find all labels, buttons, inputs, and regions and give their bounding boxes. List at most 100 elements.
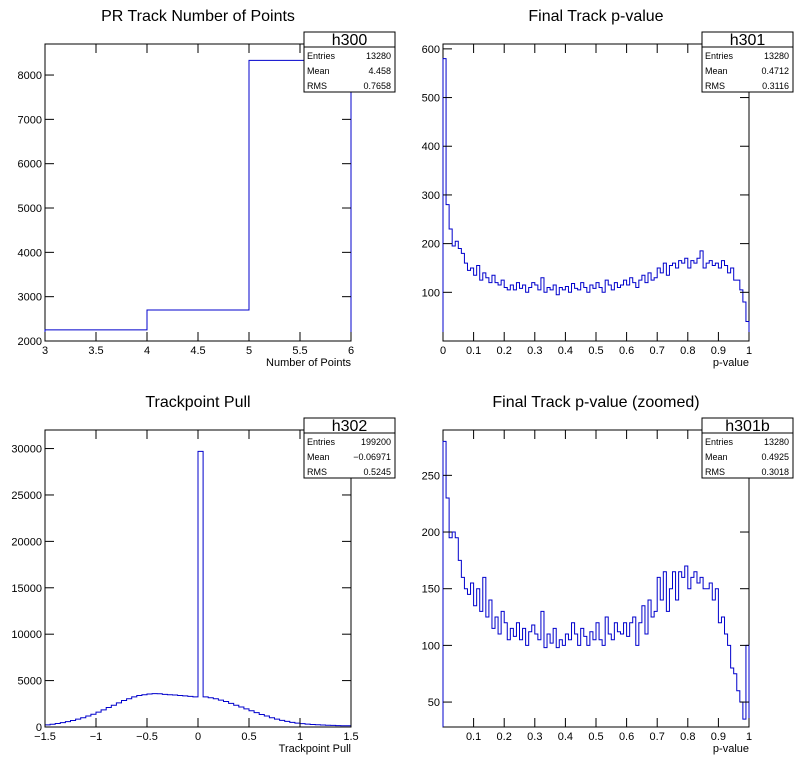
histogram-panel-3: Trackpoint Pull −1.5 −1 −0.5 0 0.5 1 1.5 0 5000 10… bbox=[11, 394, 396, 755]
x-tick-label: 5.5 bbox=[292, 345, 307, 357]
y-tick-label: 100 bbox=[422, 287, 440, 299]
y-tick-label: 0 bbox=[36, 722, 42, 734]
stats-label: Mean bbox=[705, 452, 728, 462]
stats-value: 0.3116 bbox=[762, 81, 789, 91]
y-tick-label: 8000 bbox=[18, 70, 42, 82]
x-tick-label: 0.5 bbox=[241, 731, 256, 743]
stats-value: 13280 bbox=[366, 51, 391, 61]
stats-value: 0.5245 bbox=[363, 467, 391, 477]
x-tick-label: 1 bbox=[297, 731, 303, 743]
x-tick-label: 0.4 bbox=[558, 731, 573, 743]
x-tick-label: 0.5 bbox=[588, 731, 603, 743]
stats-value: 0.7658 bbox=[363, 81, 391, 91]
stats-value: 0.4925 bbox=[761, 452, 789, 462]
x-tick-label: 0.8 bbox=[680, 731, 695, 743]
stats-value: −0.06971 bbox=[353, 452, 391, 462]
stats-box-frame bbox=[303, 31, 396, 93]
x-axis-label: p-value bbox=[713, 357, 749, 369]
x-tick-label: 5 bbox=[246, 345, 252, 357]
stats-label: Mean bbox=[307, 452, 330, 462]
y-tick-label: 10000 bbox=[11, 629, 42, 641]
x-tick-label: −1 bbox=[90, 731, 103, 743]
stats-value: 0.4712 bbox=[761, 66, 789, 76]
y-tick-label: 250 bbox=[422, 470, 440, 482]
y-tick-label: 6000 bbox=[18, 159, 42, 171]
x-tick-label: 0.9 bbox=[711, 731, 726, 743]
y-tick-label: 25000 bbox=[11, 490, 42, 502]
x-tick-label: 0.5 bbox=[588, 345, 603, 357]
y-tick-label: 30000 bbox=[11, 444, 42, 456]
y-tick-label: 50 bbox=[428, 697, 440, 709]
x-axis-label: Number of Points bbox=[266, 357, 351, 369]
y-tick-label: 20000 bbox=[11, 536, 42, 548]
x-tick-label: 0.7 bbox=[650, 731, 665, 743]
x-tick-label: 1 bbox=[746, 345, 752, 357]
stats-label: Mean bbox=[705, 66, 728, 76]
stats-value: 13280 bbox=[764, 51, 789, 61]
stats-box-frame bbox=[701, 31, 794, 93]
histogram-panel-4: Final Track p-value (zoomed) 0.1 0.2 0.3 0.4… bbox=[422, 394, 794, 755]
chart-title: Final Track p-value (zoomed) bbox=[492, 394, 699, 411]
x-tick-label: 0.9 bbox=[711, 345, 726, 357]
stats-value: 13280 bbox=[764, 437, 789, 447]
x-tick-label: 3.5 bbox=[88, 345, 103, 357]
histogram-series bbox=[442, 440, 750, 727]
stats-label: Entries bbox=[705, 437, 734, 447]
stats-label: RMS bbox=[705, 81, 725, 91]
y-tick-label: 7000 bbox=[18, 114, 42, 126]
stats-box: h301b Entries 13280 Mean 0.4925 RMS 0.3018 bbox=[701, 417, 794, 479]
y-tick-label: 3000 bbox=[18, 292, 42, 304]
stats-histogram-name: h300 bbox=[332, 32, 368, 49]
y-tick-label: 400 bbox=[422, 141, 440, 153]
x-tick-label: 0.2 bbox=[497, 731, 512, 743]
y-tick-label: 100 bbox=[422, 640, 440, 652]
y-tick-label: 2000 bbox=[18, 336, 42, 348]
stats-box: h301 Entries 13280 Mean 0.4712 RMS 0.3116 bbox=[701, 31, 794, 93]
y-tick-label: 200 bbox=[422, 239, 440, 251]
histogram-series bbox=[44, 450, 352, 727]
histogram-series bbox=[44, 59, 352, 341]
x-tick-label: 0.1 bbox=[466, 731, 481, 743]
x-tick-label: 3 bbox=[42, 345, 48, 357]
y-tick-label: 200 bbox=[422, 527, 440, 539]
y-tick-label: 150 bbox=[422, 584, 440, 596]
x-tick-label: 0.7 bbox=[650, 345, 665, 357]
stats-box: h300 Entries 13280 Mean 4.458 RMS 0.7658 bbox=[303, 31, 396, 93]
x-tick-label: 0.3 bbox=[527, 731, 542, 743]
y-tick-label: 5000 bbox=[18, 203, 42, 215]
x-tick-label: 4 bbox=[144, 345, 150, 357]
x-axis-label: p-value bbox=[713, 743, 749, 755]
stats-histogram-name: h302 bbox=[332, 418, 368, 435]
chart-title: Trackpoint Pull bbox=[145, 394, 250, 411]
x-tick-label: 0.2 bbox=[497, 345, 512, 357]
chart-title: PR Track Number of Points bbox=[101, 8, 295, 25]
x-tick-label: −1.5 bbox=[34, 731, 56, 743]
y-tick-label: 15000 bbox=[11, 583, 42, 595]
x-axis-label: Trackpoint Pull bbox=[279, 743, 351, 755]
x-tick-label: −0.5 bbox=[136, 731, 158, 743]
stats-box: h302 Entries 199200 Mean −0.06971 RMS 0.5245 bbox=[303, 417, 396, 479]
x-tick-label: 0.3 bbox=[527, 345, 542, 357]
histogram-panel-2: Final Track p-value 0 0.1 0.2 0.3 0.4 0.5 0.6 0.… bbox=[422, 8, 794, 369]
stats-box-frame bbox=[701, 417, 794, 479]
y-tick-label: 300 bbox=[422, 190, 440, 202]
y-tick-label: 500 bbox=[422, 93, 440, 105]
x-tick-label: 0.6 bbox=[619, 731, 634, 743]
y-tick-label: 5000 bbox=[18, 676, 42, 688]
histogram-series bbox=[442, 58, 750, 341]
x-tick-label: 0.4 bbox=[558, 345, 573, 357]
x-tick-label: 1.5 bbox=[343, 731, 358, 743]
stats-label: RMS bbox=[307, 467, 327, 477]
stats-label: RMS bbox=[705, 467, 725, 477]
stats-label: Entries bbox=[705, 51, 734, 61]
histogram-panel-1: PR Track Number of Points 3 3.5 4 4.5 5 5.5 6 20… bbox=[18, 8, 396, 369]
x-tick-label: 0 bbox=[195, 731, 201, 743]
x-tick-label: 0 bbox=[440, 345, 446, 357]
stats-label: RMS bbox=[307, 81, 327, 91]
stats-box-frame bbox=[303, 417, 396, 479]
x-tick-label: 1 bbox=[746, 731, 752, 743]
stats-label: Entries bbox=[307, 437, 336, 447]
y-tick-label: 4000 bbox=[18, 247, 42, 259]
x-tick-label: 0.8 bbox=[680, 345, 695, 357]
